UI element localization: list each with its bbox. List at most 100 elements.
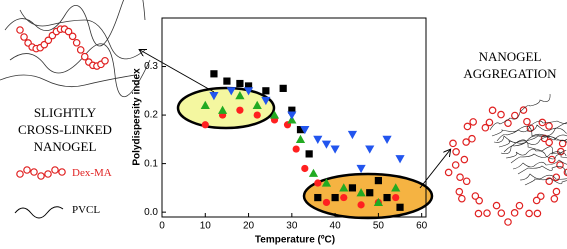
bead (532, 196, 541, 205)
bead (16, 170, 24, 178)
data-point (340, 193, 348, 202)
bead (468, 134, 476, 143)
bead (492, 201, 501, 210)
data-point (295, 134, 306, 143)
bead (51, 166, 59, 174)
data-point (201, 121, 209, 129)
bead (30, 168, 38, 176)
data-point (269, 110, 280, 119)
x-tick-label: 10 (200, 221, 212, 232)
data-point (365, 145, 375, 154)
bead (474, 209, 483, 218)
bead (76, 46, 85, 54)
polymer-chain (500, 122, 567, 155)
data-point (252, 100, 262, 109)
data-point (321, 178, 332, 187)
bead (488, 106, 497, 115)
bead (20, 33, 28, 41)
bead (497, 110, 505, 119)
polymer-chain (496, 120, 567, 142)
polymer-chain (9, 43, 151, 97)
x-tick-label: 60 (416, 221, 428, 232)
bead (58, 168, 66, 176)
data-point (373, 197, 383, 207)
data-point (305, 150, 313, 158)
bead (23, 166, 31, 174)
right-caption: NANOGEL (479, 49, 542, 64)
bead (525, 209, 533, 218)
polymer-chain (505, 148, 567, 160)
y-tick-label: 0.2 (144, 110, 158, 121)
bead (545, 122, 553, 130)
polymer-chain (489, 93, 551, 131)
data-point (296, 126, 305, 134)
bead (497, 209, 506, 217)
data-point (308, 168, 319, 177)
bead (471, 192, 480, 200)
data-point (347, 130, 358, 140)
data-point (331, 193, 339, 202)
bead (545, 138, 553, 147)
data-point (261, 96, 271, 106)
left-caption: SLIGHTLY (34, 105, 97, 120)
bead (68, 32, 77, 41)
data-point (314, 179, 322, 187)
bead (101, 56, 109, 65)
left-caption: CROSS-LINKED (18, 122, 112, 137)
bead (519, 106, 528, 114)
data-point (300, 126, 310, 135)
data-point (200, 100, 210, 109)
data-point (262, 87, 270, 95)
data-point (287, 111, 297, 120)
bead (481, 123, 490, 132)
bead (449, 139, 457, 148)
bead (72, 38, 81, 47)
data-point (236, 79, 244, 88)
data-point (339, 183, 349, 192)
polymer-chain (19, 9, 146, 60)
arrow (419, 150, 450, 189)
polymer-chain (510, 151, 567, 164)
data-point (288, 106, 296, 114)
data-point (356, 188, 366, 197)
data-point (391, 183, 401, 192)
bead (510, 209, 519, 217)
low-temp-ellipse (176, 86, 276, 130)
y-axis-label: Polydispersity index (132, 68, 143, 166)
bead (451, 161, 460, 169)
x-tick-label: 30 (286, 221, 298, 232)
data-point (244, 82, 253, 90)
bead (456, 173, 464, 182)
arrow (140, 50, 215, 93)
data-point (392, 193, 400, 202)
bead (558, 139, 567, 148)
data-point (313, 135, 323, 144)
data-point (235, 91, 245, 100)
bead (483, 209, 491, 217)
bead (458, 194, 466, 203)
data-point (357, 201, 365, 209)
bead (545, 177, 553, 186)
data-point (321, 140, 332, 149)
polymer-chain (517, 165, 567, 175)
data-point (330, 145, 340, 154)
data-point (279, 84, 287, 92)
bead (511, 111, 519, 120)
bead (550, 194, 559, 203)
data-point (366, 189, 374, 197)
y-tick-label: 0.0 (144, 207, 158, 218)
polymer-chain (519, 173, 567, 181)
polymer-chain (498, 135, 567, 148)
polymer-chain (512, 159, 567, 170)
plot-frame (161, 17, 427, 218)
bead (504, 218, 512, 226)
pvcl-icon (14, 206, 64, 219)
bead (444, 168, 453, 177)
x-tick-label: 50 (373, 221, 385, 232)
bead (469, 118, 477, 126)
bead (37, 172, 45, 180)
data-point (236, 106, 244, 114)
bead (547, 155, 556, 164)
bead (463, 122, 472, 131)
